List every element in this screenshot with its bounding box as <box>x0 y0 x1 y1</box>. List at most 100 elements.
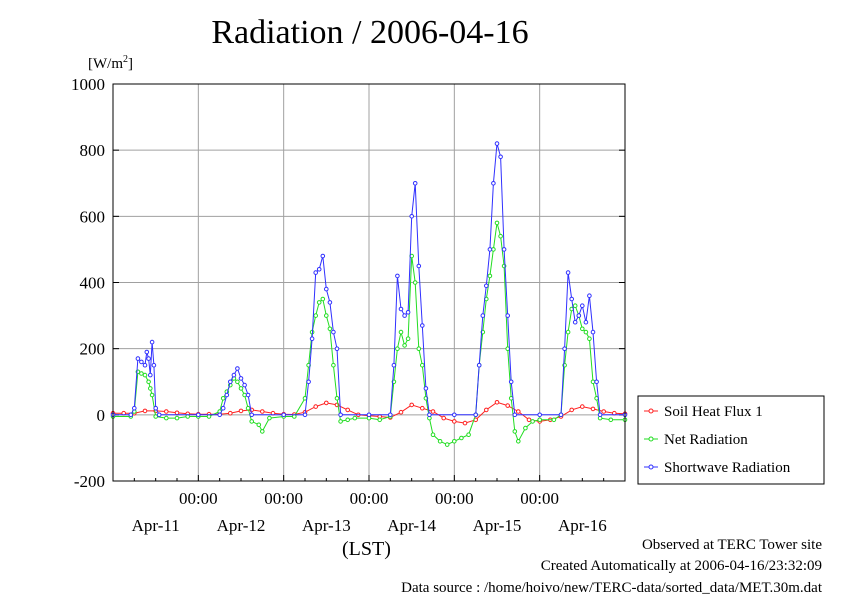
data-point <box>260 429 265 434</box>
y-tick-label: -200 <box>74 472 105 491</box>
data-point <box>151 362 157 368</box>
data-point <box>391 362 397 368</box>
data-point <box>313 313 319 318</box>
data-point <box>494 141 500 146</box>
data-point <box>164 409 169 414</box>
data-point <box>558 412 564 418</box>
data-point <box>580 303 585 309</box>
data-point <box>128 412 134 418</box>
data-point <box>512 429 518 434</box>
data-point <box>174 415 180 421</box>
data-point <box>587 293 592 299</box>
data-point <box>416 346 422 352</box>
data-point <box>327 300 333 305</box>
data-point <box>395 273 400 279</box>
data-point <box>498 154 503 160</box>
legend-box <box>637 395 825 485</box>
data-point <box>409 402 415 408</box>
data-point <box>405 336 411 342</box>
data-point <box>144 349 150 355</box>
x-tick-time-label: 00:00 <box>520 489 559 508</box>
data-point <box>452 419 457 424</box>
data-point <box>245 392 251 398</box>
x-tick-time-label: 00:00 <box>179 489 218 508</box>
y-unit-close: ] <box>128 56 133 72</box>
data-point <box>142 372 148 378</box>
data-point <box>153 414 158 419</box>
data-point <box>220 405 226 411</box>
data-point <box>235 366 240 371</box>
data-point <box>313 404 319 409</box>
data-point <box>334 346 340 352</box>
data-point <box>398 409 404 415</box>
data-point <box>480 313 486 318</box>
data-point <box>228 379 233 385</box>
data-point <box>427 412 432 418</box>
data-point <box>148 372 153 378</box>
data-point <box>412 280 418 285</box>
data-point <box>148 386 153 391</box>
data-point <box>505 403 511 408</box>
data-point <box>441 415 447 421</box>
data-point <box>569 407 575 413</box>
data-point <box>316 267 322 272</box>
x-date-label: Apr-14 <box>387 516 436 535</box>
data-point <box>345 417 351 423</box>
chart-title: Radiation / 2006-04-16 <box>211 14 529 51</box>
data-point <box>565 329 571 335</box>
data-point <box>256 422 262 428</box>
legend-swatch-marker <box>648 464 654 470</box>
x-date-label: Apr-11 <box>132 516 180 535</box>
data-point <box>238 386 244 391</box>
data-point <box>594 379 599 385</box>
data-point <box>491 181 496 186</box>
data-point <box>153 405 158 411</box>
data-point <box>537 417 543 423</box>
data-point <box>398 306 404 312</box>
data-point <box>338 419 343 424</box>
y-tick-label: 1000 <box>71 75 105 94</box>
data-point <box>174 410 180 416</box>
data-point <box>267 415 272 421</box>
data-point <box>395 346 400 352</box>
data-point <box>281 412 287 418</box>
data-point <box>142 408 148 414</box>
x-tick-time-label: 00:00 <box>264 489 303 508</box>
data-point <box>324 286 329 292</box>
legend-label: Shortwave Radiation <box>664 460 791 476</box>
data-point <box>583 319 589 325</box>
data-point <box>398 329 404 335</box>
data-point <box>402 313 407 318</box>
footer-created: Created Automatically at 2006-04-16/23:3… <box>540 558 822 574</box>
data-point <box>249 419 254 424</box>
data-point <box>146 379 151 385</box>
x-axis-label: (LST) <box>342 538 391 560</box>
data-point <box>135 356 141 361</box>
data-point <box>505 313 511 318</box>
data-point <box>473 412 479 418</box>
data-point <box>416 263 422 269</box>
data-point <box>484 407 489 413</box>
data-point <box>320 253 326 259</box>
data-point <box>231 372 237 378</box>
y-tick-label: 400 <box>80 274 106 293</box>
legend-label: Soil Heat Flux 1 <box>664 404 763 420</box>
data-point <box>562 346 567 352</box>
data-point <box>452 439 457 444</box>
data-point <box>590 329 596 335</box>
data-point <box>576 313 582 318</box>
data-point <box>587 336 592 342</box>
legend-swatch-marker <box>648 436 654 442</box>
data-point <box>331 329 336 335</box>
data-point <box>324 400 329 406</box>
data-point <box>260 409 265 414</box>
data-point <box>437 439 443 444</box>
y-tick-label: 600 <box>80 207 106 226</box>
data-point <box>156 412 162 418</box>
x-date-label: Apr-12 <box>217 516 266 535</box>
data-point <box>551 417 557 423</box>
data-point <box>420 405 425 411</box>
footer-source: Data source : /home/hoivo/new/TERC-data/… <box>401 580 822 596</box>
data-point <box>149 392 155 398</box>
